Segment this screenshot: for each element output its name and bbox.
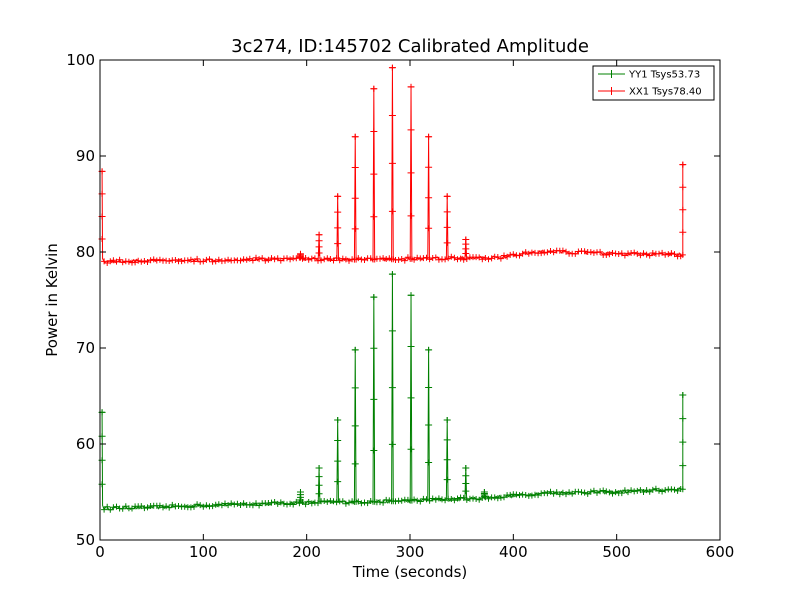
- series-peak-xx1: [443, 193, 451, 246]
- series-peak-yy1: [315, 465, 323, 497]
- x-tick-label: 500: [602, 543, 631, 561]
- x-tick-label: 400: [499, 543, 528, 561]
- x-axis-label: Time (seconds): [352, 563, 468, 581]
- series-peak-xx1: [679, 161, 687, 236]
- series-peak-yy1: [480, 489, 488, 500]
- y-tick-label: 90: [76, 147, 95, 165]
- series-peak-xx1: [296, 250, 304, 261]
- x-tick-label: 200: [292, 543, 321, 561]
- series-peak-yy1: [443, 417, 451, 483]
- series-peak-xx1: [351, 133, 359, 232]
- y-tick-label: 60: [76, 435, 95, 453]
- series-peak-yy1: [425, 346, 433, 466]
- series-peak-yy1: [370, 294, 378, 454]
- series-peak-yy1: [351, 346, 359, 467]
- series-peak-xx1: [334, 193, 342, 247]
- series-peak-yy1: [462, 465, 470, 495]
- series-peak-yy1: [388, 271, 396, 448]
- series-peak-yy1: [334, 417, 342, 485]
- x-tick-label: 300: [396, 543, 425, 561]
- legend: YY1 Tsys53.73 XX1 Tsys78.40: [592, 65, 715, 101]
- ticks-layer: 0 100 200 300 400 500 600 50 60 70 80 90 100: [66, 51, 734, 561]
- legend-box: [592, 65, 715, 101]
- y-tick-label: 80: [76, 243, 95, 261]
- series-peak-yy1: [407, 292, 415, 453]
- series-peak-xx1: [388, 64, 396, 215]
- series-peak-yy1: [296, 489, 304, 504]
- chart-title: 3c274, ID:145702 Calibrated Amplitude: [231, 36, 589, 57]
- y-tick-label: 100: [66, 51, 95, 69]
- series-peak-yy1: [98, 409, 106, 488]
- series-peak-xx1: [98, 168, 106, 243]
- series-layer: [98, 64, 687, 513]
- x-tick-label: 0: [95, 543, 105, 561]
- series-peak-xx1: [370, 85, 378, 220]
- y-tick-label: 50: [76, 531, 95, 549]
- legend-label-yy1: YY1 Tsys53.73: [628, 70, 700, 81]
- series-peak-xx1: [315, 231, 323, 256]
- y-tick-label: 70: [76, 339, 95, 357]
- legend-label-xx1: XX1 Tsys78.40: [629, 87, 702, 98]
- series-peak-xx1: [462, 236, 470, 257]
- series-peak-xx1: [407, 83, 415, 219]
- y-axis-label: Power in Kelvin: [43, 243, 61, 357]
- legend-marker-yy1: [607, 70, 616, 78]
- x-tick-label: 600: [706, 543, 735, 561]
- series-peak-xx1: [425, 133, 433, 232]
- x-tick-label: 100: [189, 543, 218, 561]
- legend-marker-xx1: [607, 87, 616, 95]
- series-peak-yy1: [679, 392, 687, 469]
